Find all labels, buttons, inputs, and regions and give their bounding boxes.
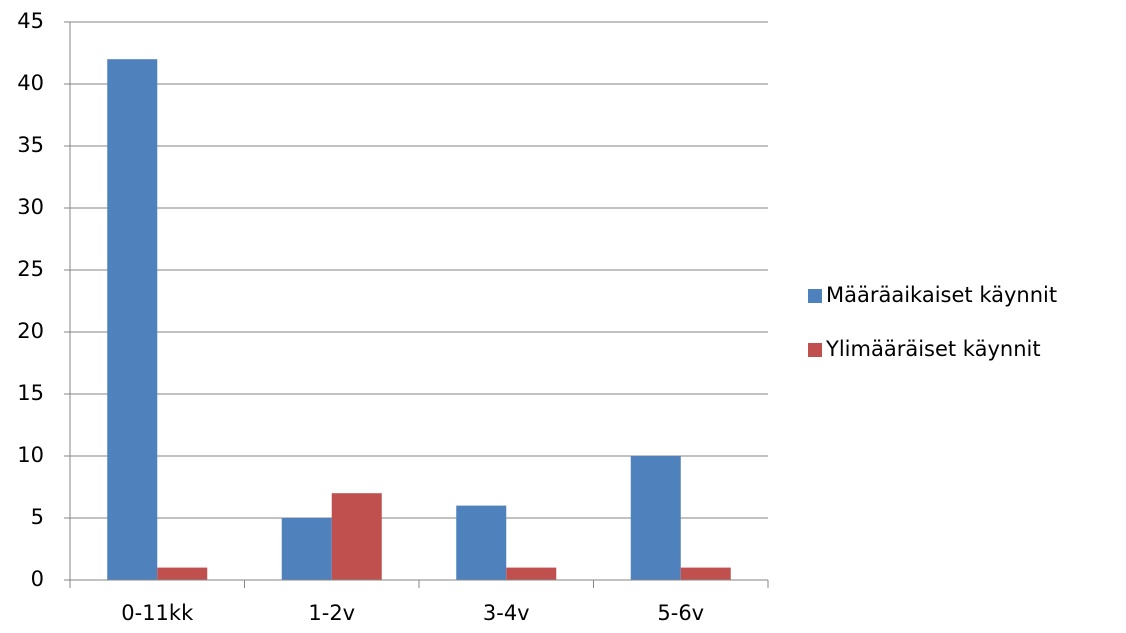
y-tick-label: 30 xyxy=(17,195,44,219)
y-tick-label: 10 xyxy=(17,443,44,467)
x-tick-label: 0-11kk xyxy=(121,601,194,625)
y-tick-label: 20 xyxy=(17,319,44,343)
y-tick-label: 25 xyxy=(17,257,44,281)
y-tick-label: 5 xyxy=(31,505,44,529)
bar xyxy=(506,567,557,580)
y-tick-label: 15 xyxy=(17,381,44,405)
bar xyxy=(281,518,332,580)
x-tick-label: 3-4v xyxy=(483,601,530,625)
legend-swatch xyxy=(808,343,822,357)
y-tick-label: 35 xyxy=(17,133,44,157)
legend-label: Ylimääräiset käynnit xyxy=(825,337,1041,361)
bar xyxy=(157,567,208,580)
x-tick-label: 1-2v xyxy=(308,601,355,625)
bar xyxy=(331,493,382,580)
legend-swatch xyxy=(808,289,822,303)
y-tick-label: 45 xyxy=(17,9,44,33)
y-tick-label: 40 xyxy=(17,71,44,95)
bar xyxy=(680,567,731,580)
bar xyxy=(456,505,507,580)
x-tick-label: 5-6v xyxy=(657,601,704,625)
legend-label: Määräaikaiset käynnit xyxy=(826,283,1057,307)
y-tick-label: 0 xyxy=(31,567,44,591)
bar xyxy=(107,59,158,580)
bar xyxy=(630,456,681,580)
